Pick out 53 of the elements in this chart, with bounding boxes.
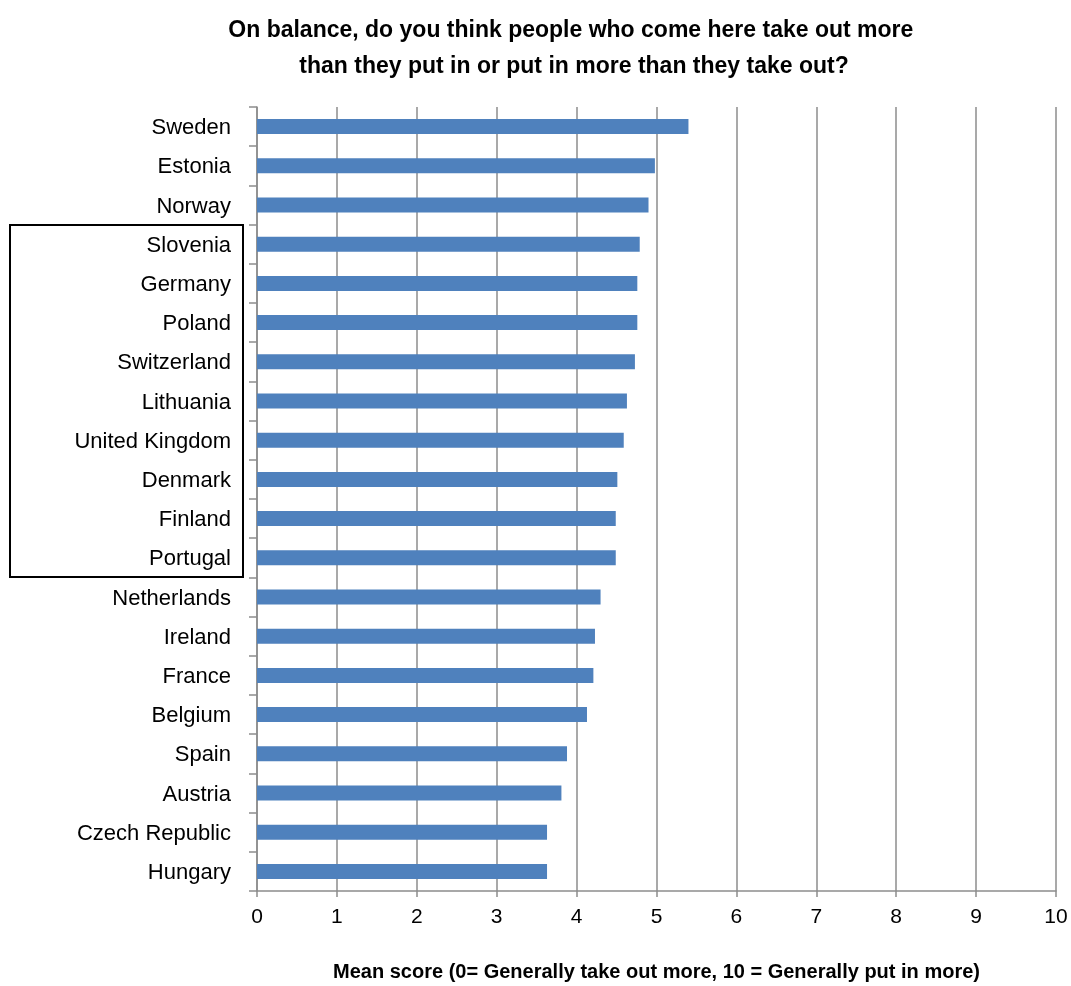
x-tick-label: 2: [410, 904, 423, 927]
bar: [257, 119, 689, 135]
x-tick-label: 3: [490, 904, 503, 927]
y-tick-label: Poland: [162, 310, 231, 336]
bar: [257, 158, 655, 174]
bar: [257, 197, 649, 213]
x-tick-label: 7: [810, 904, 823, 927]
y-tick-label: Estonia: [157, 153, 232, 179]
y-tick-label: Switzerland: [117, 349, 231, 375]
bar: [257, 236, 640, 252]
bar: [257, 354, 635, 370]
x-tick-label: 1: [331, 904, 343, 927]
bar: [257, 746, 568, 762]
x-tick-label: 10: [1044, 904, 1068, 927]
y-tick-label: Austria: [162, 780, 232, 806]
x-tick-label: 8: [890, 904, 903, 927]
x-axis-title: Mean score (0= Generally take out more, 10 = Generally put in more): [333, 960, 980, 982]
y-tick-label: Belgium: [151, 702, 231, 728]
y-tick-label: Norway: [156, 192, 231, 218]
bar: [257, 707, 587, 723]
y-tick-label: Netherlands: [112, 584, 231, 610]
y-tick-label: France: [162, 662, 231, 688]
y-tick-label: Hungary: [147, 858, 231, 884]
bar: [257, 824, 548, 840]
bar: [257, 275, 638, 291]
y-tick-label: Ireland: [163, 623, 231, 649]
x-tick-label: 5: [650, 904, 663, 927]
bar: [257, 550, 616, 566]
x-tick-label: 6: [730, 904, 743, 927]
y-tick-label: Slovenia: [146, 231, 232, 257]
bar: [257, 628, 595, 644]
y-tick-label: Portugal: [149, 545, 231, 571]
y-tick-label: Finland: [158, 506, 231, 532]
bar: [257, 667, 594, 683]
y-tick-label: Lithuania: [141, 388, 232, 414]
bar: [257, 785, 562, 801]
bar: [257, 432, 624, 448]
bar: [257, 315, 638, 331]
y-tick-label: Sweden: [151, 114, 231, 140]
y-tick-label: Denmark: [141, 466, 232, 492]
y-tick-label: Spain: [174, 741, 231, 767]
bar: [257, 589, 601, 605]
bar: [257, 863, 548, 879]
chart-title: On balance, do you think people who come here take out more than they put in or put in more than they take out?: [228, 16, 920, 78]
x-tick-label: 4: [570, 904, 583, 927]
y-tick-label: Germany: [140, 270, 231, 296]
y-tick-label: United Kingdom: [74, 427, 231, 453]
x-tick-label: 9: [970, 904, 982, 927]
y-tick-label: Czech Republic: [76, 819, 231, 845]
bar: [257, 511, 616, 527]
x-tick-label: 0: [251, 904, 263, 927]
bar: [257, 393, 627, 409]
bar: [257, 471, 618, 487]
